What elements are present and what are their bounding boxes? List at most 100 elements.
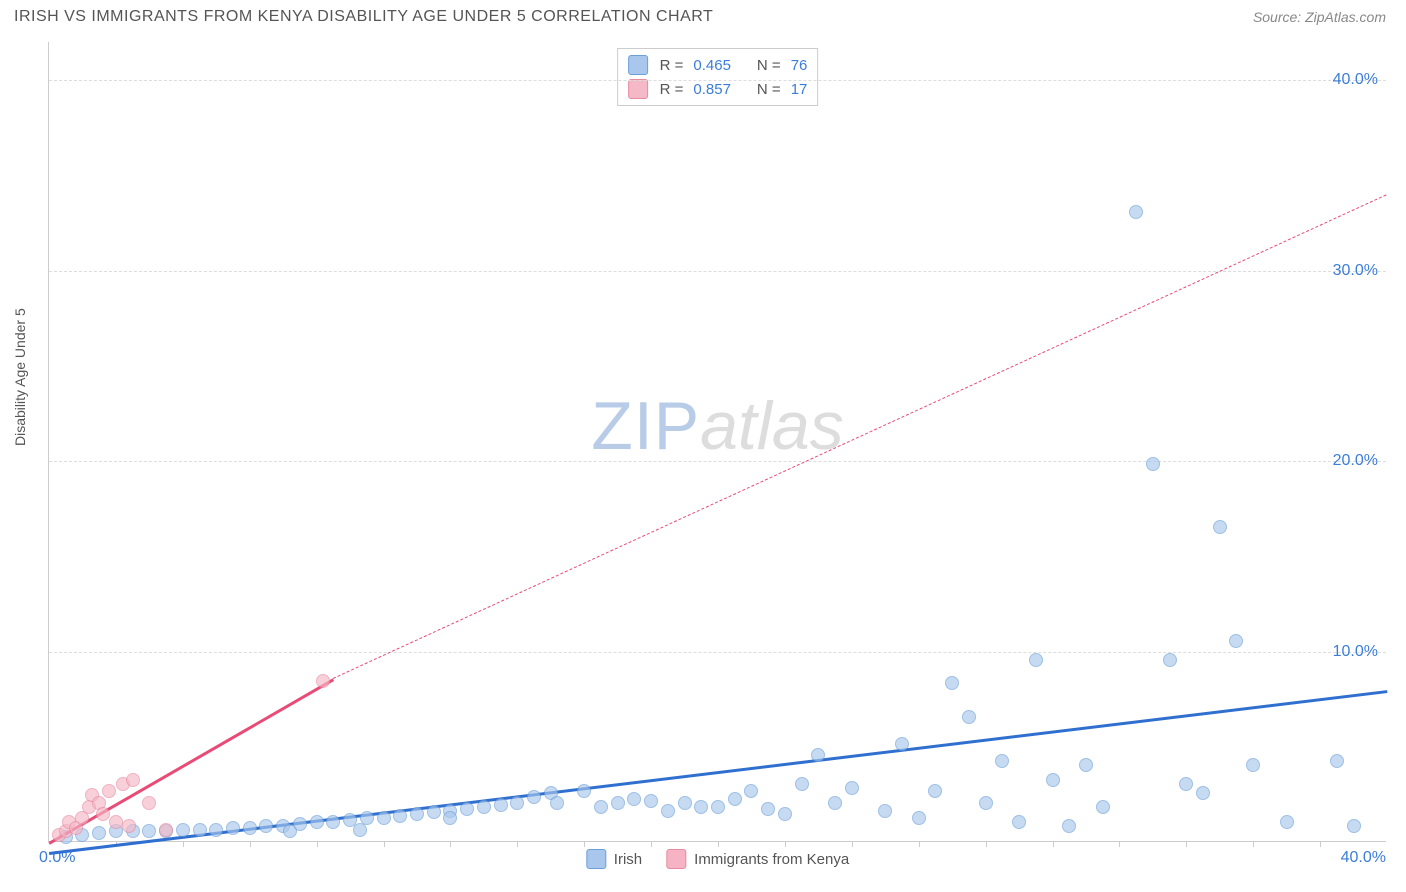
n-value: 76 bbox=[791, 57, 808, 74]
data-point bbox=[122, 819, 136, 833]
x-tick bbox=[1320, 841, 1321, 847]
legend-swatch bbox=[628, 79, 648, 99]
x-tick bbox=[1119, 841, 1120, 847]
data-point bbox=[744, 784, 758, 798]
data-point bbox=[193, 823, 207, 837]
x-tick-label: 40.0% bbox=[1341, 849, 1386, 867]
x-tick bbox=[317, 841, 318, 847]
trend-line bbox=[48, 678, 334, 844]
data-point bbox=[711, 800, 725, 814]
n-label: N = bbox=[757, 81, 781, 98]
data-point bbox=[326, 815, 340, 829]
data-point bbox=[360, 811, 374, 825]
x-tick bbox=[384, 841, 385, 847]
data-point bbox=[661, 804, 675, 818]
data-point bbox=[828, 796, 842, 810]
data-point bbox=[477, 800, 491, 814]
y-tick-label: 40.0% bbox=[1333, 71, 1378, 89]
legend-series-item: Irish bbox=[586, 849, 642, 869]
data-point bbox=[878, 804, 892, 818]
data-point bbox=[443, 811, 457, 825]
data-point bbox=[1179, 777, 1193, 791]
data-point bbox=[627, 792, 641, 806]
data-point bbox=[1096, 800, 1110, 814]
legend-swatch bbox=[586, 849, 606, 869]
x-tick bbox=[450, 841, 451, 847]
data-point bbox=[912, 811, 926, 825]
data-point bbox=[159, 823, 173, 837]
legend-series-item: Immigrants from Kenya bbox=[666, 849, 849, 869]
r-value: 0.857 bbox=[693, 81, 731, 98]
x-tick bbox=[250, 841, 251, 847]
data-point bbox=[410, 807, 424, 821]
data-point bbox=[92, 826, 106, 840]
data-point bbox=[1246, 758, 1260, 772]
chart-title: IRISH VS IMMIGRANTS FROM KENYA DISABILIT… bbox=[14, 8, 713, 26]
data-point bbox=[811, 748, 825, 762]
x-tick bbox=[785, 841, 786, 847]
data-point bbox=[694, 800, 708, 814]
data-point bbox=[611, 796, 625, 810]
data-point bbox=[243, 821, 257, 835]
y-tick-label: 10.0% bbox=[1333, 643, 1378, 661]
scatter-chart: ZIPatlas R =0.465N =76R =0.857N =17 Iris… bbox=[48, 42, 1386, 842]
x-tick bbox=[183, 841, 184, 847]
data-point bbox=[728, 792, 742, 806]
data-point bbox=[142, 824, 156, 838]
legend-series-label: Immigrants from Kenya bbox=[694, 851, 849, 868]
x-tick bbox=[1253, 841, 1254, 847]
r-label: R = bbox=[660, 81, 684, 98]
x-tick bbox=[584, 841, 585, 847]
data-point bbox=[460, 802, 474, 816]
correlation-legend: R =0.465N =76R =0.857N =17 bbox=[617, 48, 819, 106]
data-point bbox=[895, 737, 909, 751]
data-point bbox=[1229, 634, 1243, 648]
data-point bbox=[1012, 815, 1026, 829]
data-point bbox=[293, 817, 307, 831]
data-point bbox=[678, 796, 692, 810]
legend-series-label: Irish bbox=[614, 851, 642, 868]
data-point bbox=[102, 784, 116, 798]
data-point bbox=[1129, 205, 1143, 219]
data-point bbox=[377, 811, 391, 825]
x-tick bbox=[651, 841, 652, 847]
data-point bbox=[310, 815, 324, 829]
data-point bbox=[945, 676, 959, 690]
data-point bbox=[226, 821, 240, 835]
data-point bbox=[1146, 457, 1160, 471]
data-point bbox=[1330, 754, 1344, 768]
trend-line-extrapolated bbox=[333, 194, 1387, 679]
x-tick bbox=[986, 841, 987, 847]
data-point bbox=[126, 773, 140, 787]
data-point bbox=[550, 796, 564, 810]
data-point bbox=[845, 781, 859, 795]
data-point bbox=[316, 674, 330, 688]
source-attribution: Source: ZipAtlas.com bbox=[1253, 9, 1386, 25]
x-tick bbox=[517, 841, 518, 847]
x-tick bbox=[718, 841, 719, 847]
series-legend: Irish Immigrants from Kenya bbox=[586, 849, 849, 869]
data-point bbox=[778, 807, 792, 821]
legend-swatch bbox=[666, 849, 686, 869]
y-tick-label: 30.0% bbox=[1333, 262, 1378, 280]
data-point bbox=[979, 796, 993, 810]
data-point bbox=[1347, 819, 1361, 833]
data-point bbox=[109, 815, 123, 829]
legend-swatch bbox=[628, 55, 648, 75]
x-tick bbox=[1053, 841, 1054, 847]
data-point bbox=[142, 796, 156, 810]
data-point bbox=[795, 777, 809, 791]
data-point bbox=[1280, 815, 1294, 829]
data-point bbox=[962, 710, 976, 724]
data-point bbox=[96, 807, 110, 821]
y-tick-label: 20.0% bbox=[1333, 452, 1378, 470]
gridline bbox=[49, 80, 1386, 81]
n-value: 17 bbox=[791, 81, 808, 98]
x-tick bbox=[919, 841, 920, 847]
data-point bbox=[176, 823, 190, 837]
data-point bbox=[527, 790, 541, 804]
gridline bbox=[49, 461, 1386, 462]
r-value: 0.465 bbox=[693, 57, 731, 74]
r-label: R = bbox=[660, 57, 684, 74]
data-point bbox=[928, 784, 942, 798]
